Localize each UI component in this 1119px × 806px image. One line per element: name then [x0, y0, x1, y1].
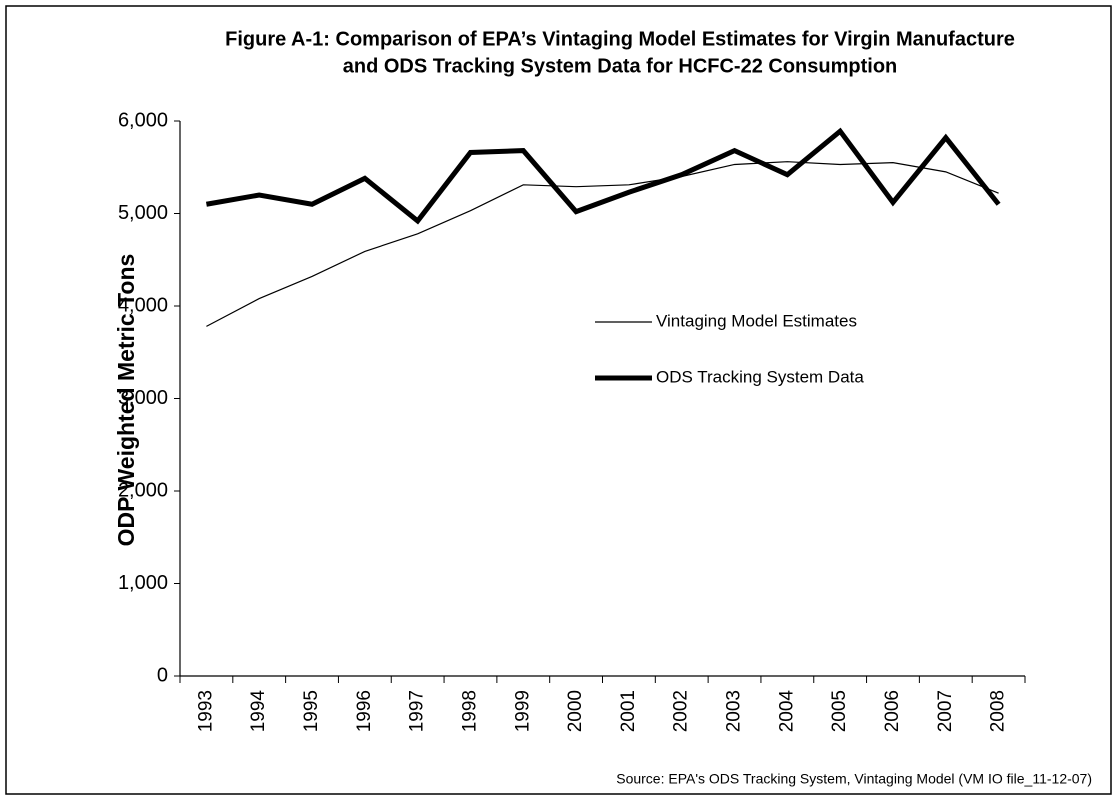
x-tick-label: 1996 — [354, 690, 375, 732]
x-tick-label: 2007 — [935, 690, 956, 732]
y-axis-label: ODP Weighted Metric Tons — [113, 254, 139, 547]
x-tick-label: 1993 — [195, 690, 216, 732]
y-tick-label: 1,000 — [118, 572, 168, 594]
x-tick-label: 2001 — [618, 690, 639, 732]
y-tick-label: 0 — [157, 664, 168, 686]
y-tick-label: 3,000 — [118, 387, 168, 409]
legend-label: Vintaging Model Estimates — [656, 311, 857, 330]
source-note: Source: EPA's ODS Tracking System, Vinta… — [616, 771, 1092, 787]
y-tick-label: 4,000 — [118, 294, 168, 316]
legend-label: ODS Tracking System Data — [656, 367, 864, 386]
x-tick-label: 2008 — [988, 690, 1009, 732]
x-tick-label: 1995 — [301, 690, 322, 732]
x-tick-label: 1994 — [248, 690, 269, 733]
chart-title: and ODS Tracking System Data for HCFC-22… — [343, 55, 898, 77]
x-tick-label: 1998 — [459, 690, 480, 732]
chart-title: Figure A-1: Comparison of EPA’s Vintagin… — [225, 28, 1015, 50]
x-tick-label: 2006 — [882, 690, 903, 732]
series-line — [205, 127, 1001, 225]
y-tick-label: 6,000 — [118, 109, 168, 131]
x-tick-label: 1997 — [407, 690, 428, 732]
x-tick-label: 1999 — [512, 690, 533, 732]
x-tick-label: 2000 — [565, 690, 586, 732]
y-tick-label: 5,000 — [118, 202, 168, 224]
x-tick-label: 2005 — [829, 690, 850, 732]
x-tick-label: 2003 — [724, 690, 745, 732]
y-tick-label: 2,000 — [118, 479, 168, 501]
frame — [5, 5, 1112, 795]
x-tick-label: 2004 — [776, 690, 797, 733]
x-tick-label: 2002 — [671, 690, 692, 732]
